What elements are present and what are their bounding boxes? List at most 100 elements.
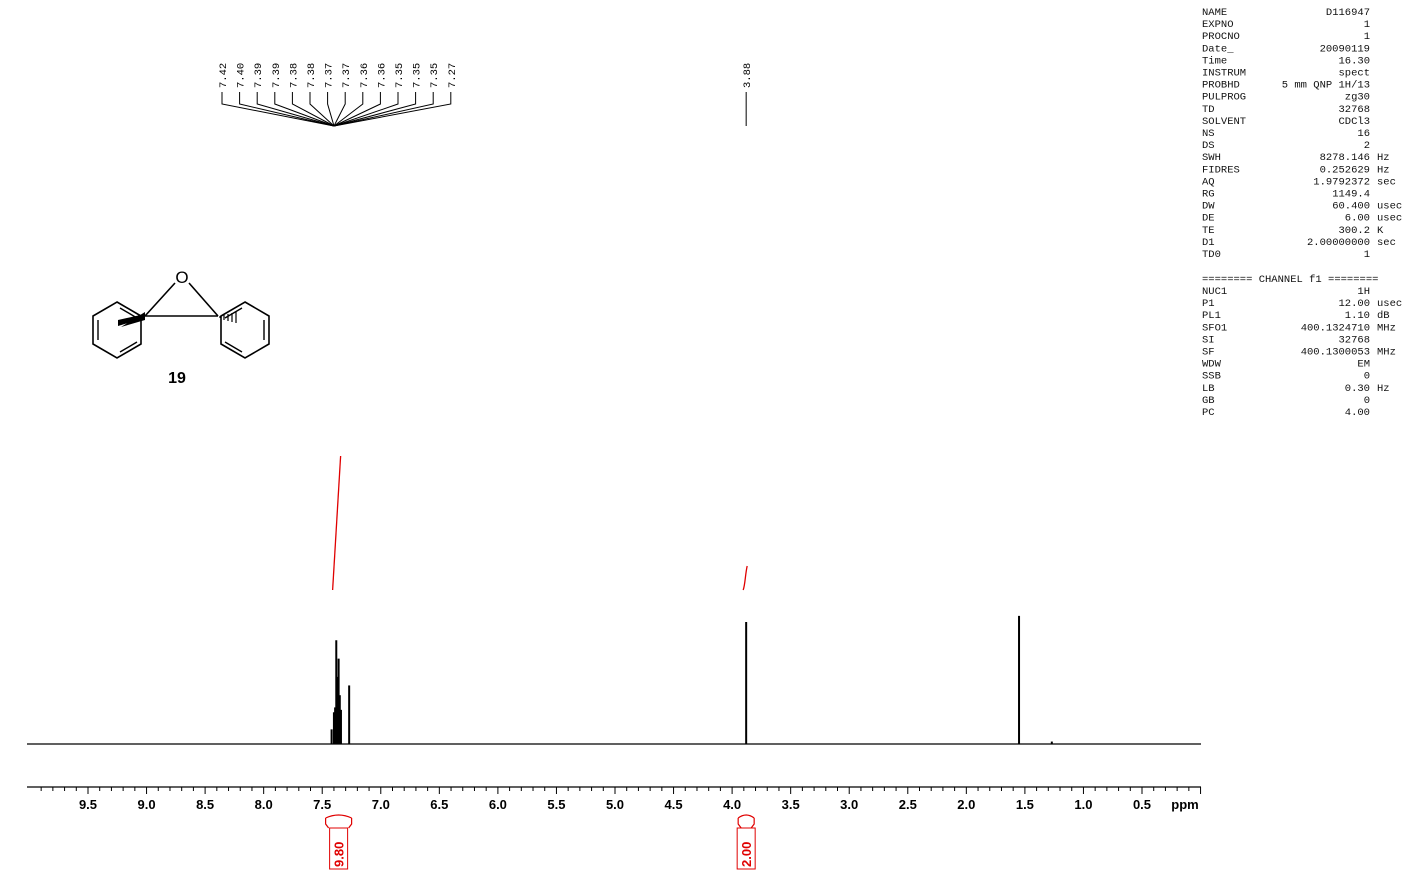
param-unit: MHz bbox=[1377, 347, 1396, 359]
param-key: SWH bbox=[1202, 152, 1221, 164]
integral-value-label: 9.80 bbox=[332, 842, 347, 867]
param-unit: Hz bbox=[1377, 383, 1390, 395]
compound-number: 19 bbox=[168, 370, 186, 387]
param-value: 2.00000000 bbox=[1307, 237, 1370, 249]
param-value: 32768 bbox=[1338, 104, 1370, 116]
param-key: NUC1 bbox=[1202, 286, 1227, 298]
param-value: CDCl3 bbox=[1338, 116, 1370, 128]
param-unit: Hz bbox=[1377, 152, 1390, 164]
param-key: DE bbox=[1202, 213, 1215, 225]
x-tick-label: 0.5 bbox=[1133, 797, 1151, 812]
peak-label: 7.42 bbox=[218, 63, 230, 88]
x-tick-label: 8.5 bbox=[196, 797, 214, 812]
x-tick-label: 2.5 bbox=[899, 797, 917, 812]
param-key: PULPROG bbox=[1202, 92, 1246, 104]
param-unit: Hz bbox=[1377, 164, 1390, 176]
param-value: 1H bbox=[1357, 286, 1370, 298]
integral-value-box bbox=[329, 827, 349, 870]
param-value: zg30 bbox=[1345, 92, 1370, 104]
param-key: NAME bbox=[1202, 7, 1227, 19]
peak-label-leader bbox=[333, 92, 346, 127]
param-value: 1 bbox=[1364, 19, 1370, 31]
param-unit: dB bbox=[1377, 310, 1390, 322]
peak-label: 7.38 bbox=[306, 63, 318, 88]
param-value: 16 bbox=[1357, 128, 1370, 140]
ppm-axis: 9.5 9.0 8.5 8.0 7.5 7.0 6.5 6.0 5.5 5.0 4.5 4.0 3.5 3… bbox=[27, 786, 1202, 812]
param-unit: sec bbox=[1377, 237, 1396, 249]
param-value: 1149.4 bbox=[1332, 189, 1370, 201]
param-value: 0 bbox=[1364, 395, 1370, 407]
param-value: 0.252629 bbox=[1320, 164, 1370, 176]
x-tick-label: 9.0 bbox=[138, 797, 156, 812]
oxygen-atom-label: O bbox=[175, 268, 188, 287]
peak-label-leader bbox=[333, 92, 399, 127]
param-value: 400.1300053 bbox=[1301, 347, 1370, 359]
param-value: 16.30 bbox=[1338, 55, 1370, 67]
integral-value-label: 2.00 bbox=[739, 842, 754, 867]
integral-bracket bbox=[325, 814, 353, 829]
param-key: TE bbox=[1202, 225, 1215, 237]
param-key: NS bbox=[1202, 128, 1215, 140]
spectrum-trace bbox=[27, 615, 1201, 745]
integral-bracket bbox=[737, 814, 755, 829]
x-tick-label: 5.0 bbox=[606, 797, 624, 812]
peak-labels: 7.42 7.40 7.39 7.39 7.38 7.38 7.37 7.37 7.36 7.36… bbox=[218, 63, 754, 127]
param-value: spect bbox=[1338, 68, 1370, 80]
peak-label: 7.36 bbox=[376, 63, 388, 88]
peak-label-leader bbox=[333, 92, 381, 127]
param-key: SF bbox=[1202, 347, 1215, 359]
stilbene-oxide-structure: O 19 bbox=[92, 268, 270, 387]
peak-label-leader bbox=[291, 92, 335, 127]
param-key: SSB bbox=[1202, 371, 1221, 383]
param-key: DW bbox=[1202, 201, 1215, 213]
x-tick-label: 7.0 bbox=[372, 797, 390, 812]
x-axis-unit-label: ppm bbox=[1171, 797, 1198, 812]
param-value: 2 bbox=[1364, 140, 1370, 152]
peak-label-leader bbox=[239, 92, 335, 127]
param-key: AQ bbox=[1202, 176, 1215, 188]
x-tick-label: 3.0 bbox=[840, 797, 858, 812]
peak-label-leader bbox=[221, 92, 335, 127]
peak-label: 7.37 bbox=[341, 63, 353, 88]
x-tick-label: 7.5 bbox=[313, 797, 331, 812]
peak-label-leader bbox=[309, 92, 335, 127]
peak-label: 3.88 bbox=[742, 63, 754, 88]
peak-label-leader bbox=[333, 92, 417, 127]
param-value: 400.1324710 bbox=[1301, 322, 1370, 334]
peak-label: 7.36 bbox=[359, 63, 371, 88]
param-value: 8278.146 bbox=[1320, 152, 1370, 164]
param-unit: usec bbox=[1377, 213, 1402, 225]
param-key: P1 bbox=[1202, 298, 1215, 310]
peak-label: 7.40 bbox=[236, 63, 248, 88]
peak-label: 7.38 bbox=[288, 63, 300, 88]
param-key: PROBHD bbox=[1202, 80, 1240, 92]
param-key: SOLVENT bbox=[1202, 116, 1246, 128]
param-value: 12.00 bbox=[1338, 298, 1370, 310]
param-value: 0 bbox=[1364, 371, 1370, 383]
param-key: GB bbox=[1202, 395, 1215, 407]
param-key: Date_ bbox=[1202, 43, 1234, 55]
peak-label: 7.35 bbox=[394, 63, 406, 88]
param-unit: usec bbox=[1377, 201, 1402, 213]
param-unit: MHz bbox=[1377, 322, 1396, 334]
param-key: TD bbox=[1202, 104, 1215, 116]
peak-label: 7.27 bbox=[447, 63, 459, 88]
x-tick-label: 2.0 bbox=[957, 797, 975, 812]
param-value: 60.400 bbox=[1332, 201, 1370, 213]
param-value: 20090119 bbox=[1320, 43, 1370, 55]
param-unit: K bbox=[1377, 225, 1384, 237]
peak-label-leader bbox=[333, 92, 364, 127]
x-tick-label: 4.5 bbox=[665, 797, 683, 812]
param-key: FIDRES bbox=[1202, 164, 1240, 176]
param-value: 1.10 bbox=[1345, 310, 1370, 322]
param-value: 6.00 bbox=[1345, 213, 1370, 225]
param-key: DS bbox=[1202, 140, 1215, 152]
peak-label: 7.39 bbox=[271, 63, 283, 88]
peak-label: 7.35 bbox=[412, 63, 424, 88]
peak-label-leader bbox=[274, 92, 335, 127]
param-value: D116947 bbox=[1326, 7, 1370, 19]
param-key: EXPNO bbox=[1202, 19, 1234, 31]
x-tick-label: 1.5 bbox=[1016, 797, 1034, 812]
peak-label-leader bbox=[327, 92, 335, 127]
